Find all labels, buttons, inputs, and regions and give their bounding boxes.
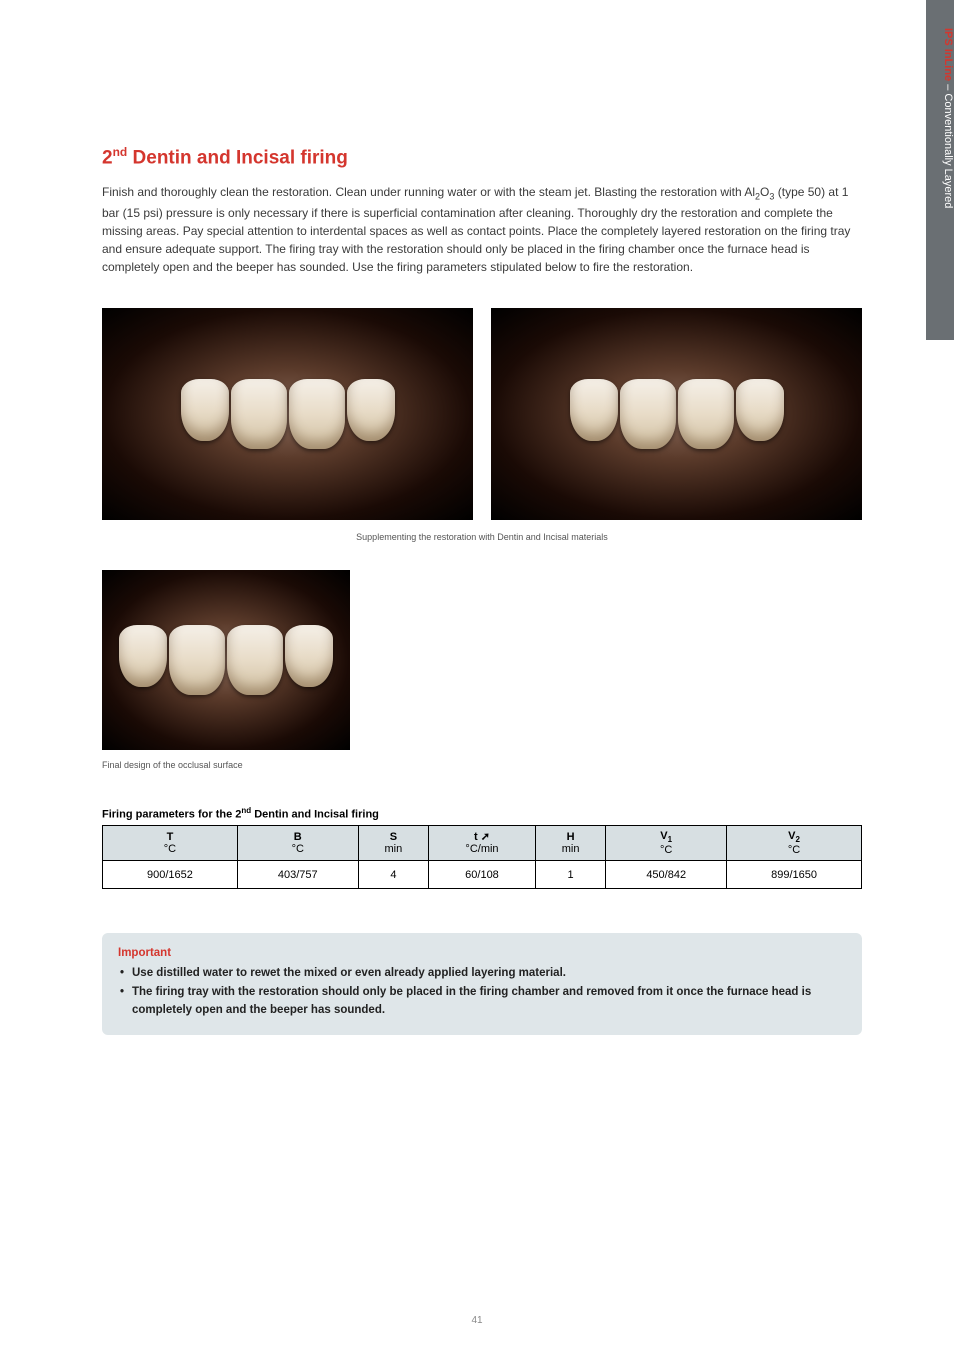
occlusal-caption: Final design of the occlusal surface [102,760,862,770]
cell-S: 4 [358,861,428,889]
important-box: Important Use distilled water to rewet t… [102,933,862,1035]
side-tab-product: IPS InLine [942,28,954,81]
cell-t: 60/108 [429,861,536,889]
page-content: 2nd Dentin and Incisal firing Finish and… [102,145,862,1035]
clinical-photo-right [491,308,862,520]
body-paragraph: Finish and thoroughly clean the restorat… [102,183,862,276]
cell-T: 900/1652 [103,861,238,889]
cell-V1: 450/842 [606,861,727,889]
table-header-row: T°C B°C Smin t ➚°C/min Hmin V1°C V2°C [103,825,862,860]
clinical-photo-left [102,308,473,520]
page-number: 41 [471,1315,482,1326]
firing-table-heading: Firing parameters for the 2nd Dentin and… [102,806,862,821]
photo-row [102,308,862,520]
col-H: Hmin [535,825,605,860]
col-B: B°C [237,825,358,860]
important-bullet: Use distilled water to rewet the mixed o… [118,965,846,982]
side-tab-rest: Conventionally Layered [942,93,954,208]
clinical-photo-occlusal [102,570,350,750]
side-tab-sep: – [942,81,954,93]
cell-H: 1 [535,861,605,889]
cell-V2: 899/1650 [727,861,862,889]
col-V1: V1°C [606,825,727,860]
section-title: 2nd Dentin and Incisal firing [102,145,862,169]
col-S: Smin [358,825,428,860]
col-t: t ➚°C/min [429,825,536,860]
side-tab: IPS InLine – Conventionally Layered [926,0,954,340]
photo-row-caption: Supplementing the restoration with Denti… [102,532,862,542]
important-title: Important [118,947,846,959]
col-T: T°C [103,825,238,860]
important-bullet: The firing tray with the restoration sho… [118,984,846,1019]
col-V2: V2°C [727,825,862,860]
firing-parameters-table: T°C B°C Smin t ➚°C/min Hmin V1°C V2°C 90… [102,825,862,889]
cell-B: 403/757 [237,861,358,889]
table-data-row: 900/1652 403/757 4 60/108 1 450/842 899/… [103,861,862,889]
